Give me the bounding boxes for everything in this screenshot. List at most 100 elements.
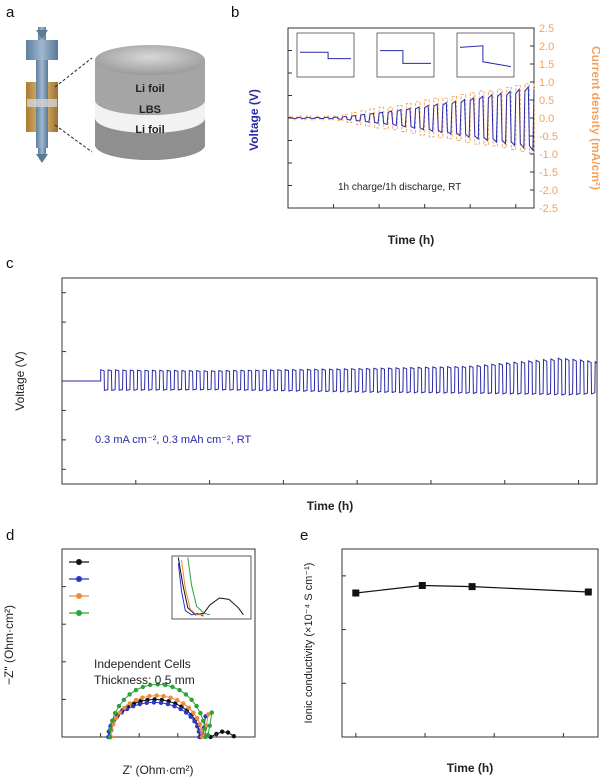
chart-d-point xyxy=(163,682,168,688)
chart-d-point xyxy=(140,684,146,690)
chart-d-point xyxy=(113,716,119,721)
chart-d-point xyxy=(147,693,152,699)
chart-b-inset-frame xyxy=(376,32,435,78)
chart-d-point xyxy=(112,710,118,716)
chart-d-inset-curve xyxy=(181,560,204,616)
chart-b: -2.5 -2.0 -1.5 -1.0 -0.5 0.0 0.5 1.0 1.5 2.0 2.5 1… xyxy=(247,23,600,247)
chart-d-point xyxy=(116,703,122,709)
chart-b-inset-curve xyxy=(300,51,351,60)
chart-d-point xyxy=(117,710,122,715)
chart-b-annotation: 1h charge/1h discharge, RT xyxy=(338,182,461,193)
chart-d-point xyxy=(165,701,171,707)
chart-d-point xyxy=(201,718,206,723)
chart-e-xlabel: Time (h) xyxy=(447,761,493,775)
chart-b-y2tick-label: -2.5 xyxy=(539,203,558,215)
chart-d-point xyxy=(195,716,200,721)
chart-d-legend-marker xyxy=(76,576,82,582)
chart-d-annotation-2: Thickness: 0.5 mm xyxy=(94,673,195,687)
chart-d-frame xyxy=(61,548,256,738)
cell-schematic: Li foil LBS Li foil xyxy=(26,27,205,163)
arrow-down-icon xyxy=(36,30,48,39)
chart-b-ylabel: Voltage (V) xyxy=(247,89,261,151)
chart-d-annotation-1: Independent Cells xyxy=(94,657,191,671)
panel-label-a: a xyxy=(6,4,15,21)
chart-d-point xyxy=(107,734,113,740)
chart-d-point xyxy=(172,704,177,709)
chart-b-xlabel: Time (h) xyxy=(388,233,434,247)
panel-label-e: e xyxy=(300,527,308,544)
chart-d-point xyxy=(110,718,115,723)
chart-d-point xyxy=(144,700,149,705)
chart-d-point xyxy=(186,705,191,710)
chart-d-legend-marker xyxy=(76,610,82,616)
chart-c-xlabel: Time (h) xyxy=(307,499,353,513)
chart-b-inset-curve xyxy=(380,50,431,64)
chart-b-current-series xyxy=(288,82,535,154)
chart-b-y2tick-label: 1.5 xyxy=(539,59,554,71)
chart-e-point xyxy=(468,583,476,591)
chart-b-y2label: Current density (mA/cm²) xyxy=(589,46,600,190)
panel-label-d: d xyxy=(6,527,14,544)
label-li-foil-bottom: Li foil xyxy=(135,124,164,136)
chart-d-legend-marker xyxy=(76,593,82,599)
chart-d-point xyxy=(209,710,214,715)
chart-d-inset-curve xyxy=(187,557,211,616)
chart-e-point xyxy=(418,582,426,589)
panel-label-b: b xyxy=(231,4,239,21)
chart-d-point xyxy=(137,701,142,707)
chart-e: Time (h) Ionic conductivity (×10⁻⁴ S cm⁻… xyxy=(303,548,599,775)
chart-b-y2tick-label: -2.0 xyxy=(539,185,558,197)
chart-d-point xyxy=(189,697,194,702)
chart-e-series-line xyxy=(355,584,589,594)
label-li-foil-top: Li foil xyxy=(135,83,164,95)
chart-c: 0.3 mA cm⁻², 0.3 mAh cm⁻², RT Time (h) V… xyxy=(13,277,598,513)
chart-d-point xyxy=(127,692,132,697)
chart-e-point xyxy=(352,589,360,597)
chart-b-inset-frame xyxy=(296,32,355,78)
chart-d-point xyxy=(168,695,173,700)
chart-d-point xyxy=(170,684,175,690)
chart-d-point xyxy=(148,682,153,688)
chart-b-inset-frame xyxy=(456,32,515,78)
chart-d-point xyxy=(191,710,196,715)
chart-d-point xyxy=(202,726,208,731)
chart-d-point xyxy=(197,722,203,727)
chart-d-point xyxy=(158,700,164,705)
label-lbs: LBS xyxy=(139,104,161,116)
chart-d-point xyxy=(127,701,132,706)
chart-d-point xyxy=(155,682,160,687)
chart-d-point xyxy=(188,714,193,719)
chart-d-point xyxy=(122,705,127,710)
chart-d-legend-marker xyxy=(76,559,82,565)
chart-d-point xyxy=(199,728,204,733)
panel-label-c: c xyxy=(6,255,14,272)
chart-b-y2tick-label: -1.5 xyxy=(539,167,558,179)
chart-d-point xyxy=(133,697,139,703)
chart-d-point xyxy=(231,734,236,739)
chart-d-inset-curve xyxy=(177,557,244,616)
chart-b-y2tick-label: 1.0 xyxy=(539,77,554,89)
chart-d-point xyxy=(161,693,166,699)
chart-d-point xyxy=(192,719,197,724)
chart-d-point xyxy=(225,730,231,735)
chart-d-xlabel: Z' (Ohm·cm²) xyxy=(123,763,194,777)
chart-d-point xyxy=(133,687,139,693)
chart-b-y2tick-label: 0.5 xyxy=(539,95,554,107)
chart-d-point xyxy=(175,697,180,703)
chart-d-point xyxy=(205,732,211,738)
chart-d-point xyxy=(181,701,186,706)
chart-c-ylabel: Voltage (V) xyxy=(13,351,27,410)
chart-d-point xyxy=(194,703,199,709)
chart-e-point xyxy=(584,588,592,596)
chart-d-point xyxy=(131,704,136,709)
chart-c-voltage-series xyxy=(62,357,598,396)
chart-d-point xyxy=(108,726,113,731)
chart-d-point xyxy=(183,710,189,715)
chart-d-point xyxy=(207,723,212,728)
chart-d-point xyxy=(178,706,183,712)
chart-c-annotation: 0.3 mA cm⁻², 0.3 mAh cm⁻², RT xyxy=(95,434,252,446)
chart-d-point xyxy=(198,710,203,716)
chart-d-ylabel: −Z" (Ohm·cm²) xyxy=(2,605,16,685)
chart-b-y2tick-label: -1.0 xyxy=(539,149,558,161)
